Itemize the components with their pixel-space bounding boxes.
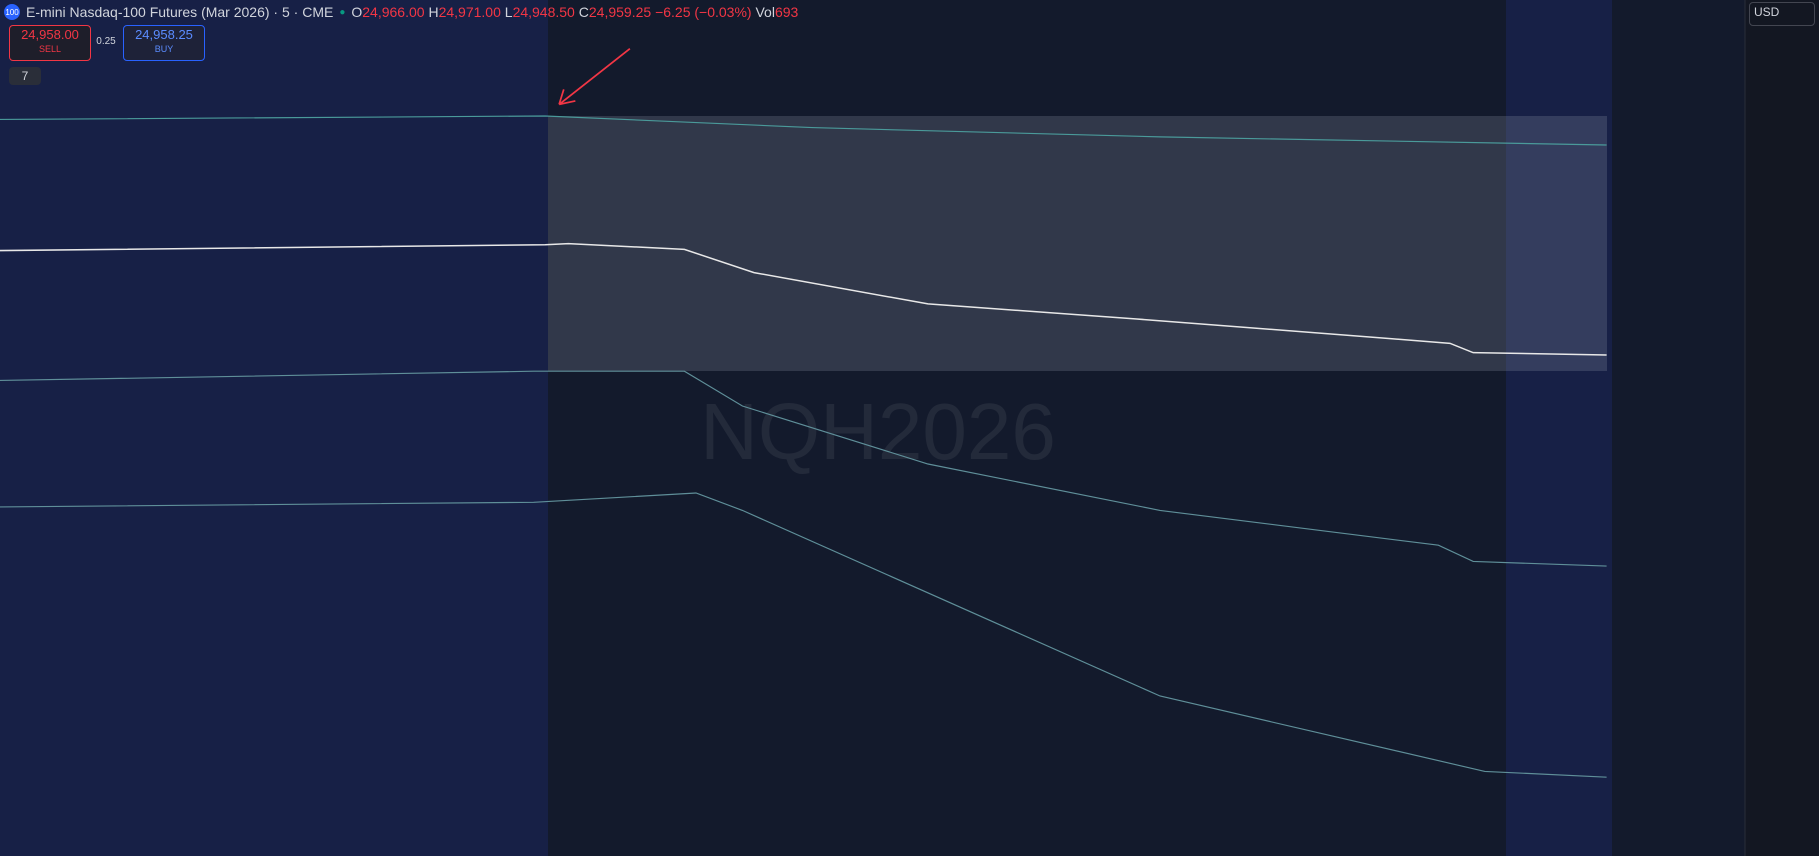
indicators-count: 7 bbox=[21, 69, 29, 83]
watermark: NQH2026 bbox=[700, 387, 1056, 476]
sell-label: SELL bbox=[38, 44, 62, 54]
vol-letter: Vol bbox=[755, 4, 775, 20]
currency-select[interactable]: USD bbox=[1749, 2, 1815, 26]
ohlc-value: 24,966.00 bbox=[362, 4, 425, 20]
price-axis bbox=[1745, 0, 1819, 856]
ohlc-value: 24,959.25 bbox=[588, 4, 652, 20]
ohlc-letter: L bbox=[504, 4, 513, 20]
ohlc-value: 24,971.00 bbox=[438, 4, 501, 20]
ohlc-letter: C bbox=[578, 4, 589, 20]
spread: 0.25 bbox=[96, 36, 116, 47]
band-line bbox=[0, 370, 1607, 567]
ohlc-letter: H bbox=[428, 4, 439, 20]
ohlc-letter: O bbox=[351, 4, 363, 20]
drawing-rect bbox=[548, 116, 1607, 371]
buy-price: 24,958.25 bbox=[135, 27, 193, 42]
currency: USD bbox=[1754, 5, 1780, 19]
vwap-line bbox=[0, 242, 1607, 356]
session-shade bbox=[1506, 0, 1612, 856]
sell-button[interactable]: 24,958.00 SELL bbox=[9, 25, 91, 61]
indicators-toggle[interactable]: 7 bbox=[9, 67, 41, 85]
header: 100 E-mini Nasdaq-100 Futures (Mar 2026)… bbox=[4, 2, 798, 22]
change: −6.25 (−0.03%) bbox=[655, 4, 752, 20]
arrow bbox=[558, 48, 631, 106]
buy-label: BUY bbox=[154, 44, 174, 54]
band-line bbox=[0, 492, 1607, 778]
sell-price: 24,958.00 bbox=[21, 27, 79, 42]
buy-button[interactable]: 24,958.25 BUY bbox=[123, 25, 205, 61]
session-shade bbox=[0, 0, 548, 856]
band-line bbox=[0, 115, 1607, 146]
symbol-badge: 100 bbox=[4, 4, 20, 20]
indicator-lines bbox=[0, 48, 1607, 778]
vol: 693 bbox=[774, 4, 799, 20]
ohlc: O24,966.00 H24,971.00 L24,948.50 C24,959… bbox=[351, 4, 798, 20]
ohlc-value: 24,948.50 bbox=[512, 4, 575, 20]
symbol-title[interactable]: E-mini Nasdaq-100 Futures (Mar 2026) · 5… bbox=[26, 4, 334, 20]
status-dot: ● bbox=[339, 6, 346, 18]
